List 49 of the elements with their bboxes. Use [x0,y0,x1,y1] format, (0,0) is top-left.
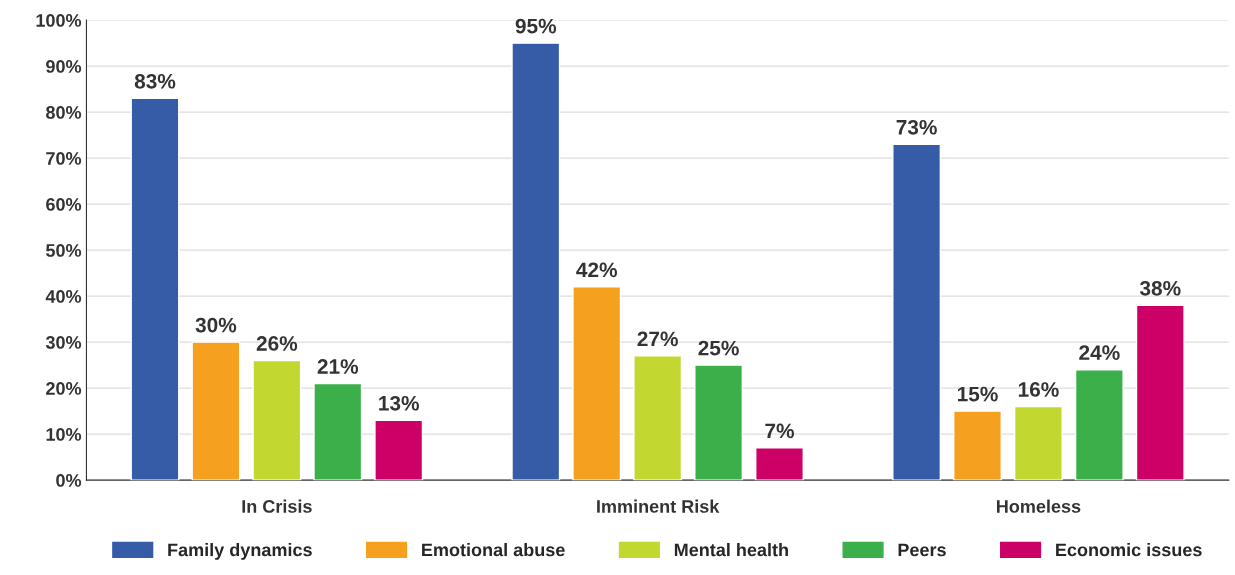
data-label: 95% [515,18,557,34]
y-tick-label: 60% [46,198,82,211]
y-tick-label: 80% [46,106,82,119]
y-tick-label: 0% [56,474,82,487]
data-label: 24% [1079,345,1120,361]
data-label: 26% [256,336,298,351]
data-label: 16% [1018,382,1059,397]
y-tick-label: 50% [46,244,82,257]
data-label: 25% [698,340,739,356]
data-label: 73% [896,119,937,135]
legend-label: Mental health [674,543,788,557]
data-label: 30% [195,317,237,333]
bar [633,355,683,481]
legend-label: Family dynamics [168,543,312,560]
data-label: 38% [1139,280,1181,296]
bar [755,447,804,481]
y-tick-label: 40% [45,290,82,303]
bar [1135,304,1185,481]
y-tick-label: 90% [46,60,82,73]
data-label: 7% [765,423,794,439]
data-label: 15% [957,386,998,402]
bar [252,359,302,481]
x-tick-label: Imminent Risk [597,499,720,513]
y-tick-label: 100% [36,14,82,27]
legend-label: Economic issues [1056,543,1202,557]
bar [313,382,363,481]
legend-label: Peers [898,543,946,557]
data-label: 13% [379,395,419,411]
bar [511,42,561,481]
y-tick-label: 30% [45,336,82,349]
bar [1013,405,1063,481]
y-tick-label: 10% [46,428,82,441]
legend-label: Emotional abuse [422,543,565,557]
y-tick-label: 20% [46,382,82,395]
data-label: 83% [134,73,176,89]
data-label: 42% [576,262,618,278]
x-tick-label: Homeless [996,499,1081,513]
bar [694,364,744,481]
x-tick-label: In Crisis [242,499,312,513]
bar [1074,369,1124,481]
y-tick-label: 70% [46,152,82,165]
bar [953,410,1002,481]
bar [130,97,180,481]
bar [191,341,241,481]
bar [572,286,622,481]
bar [892,143,942,481]
data-label: 21% [317,359,359,374]
bar [374,419,424,481]
data-label: 27% [637,331,678,347]
